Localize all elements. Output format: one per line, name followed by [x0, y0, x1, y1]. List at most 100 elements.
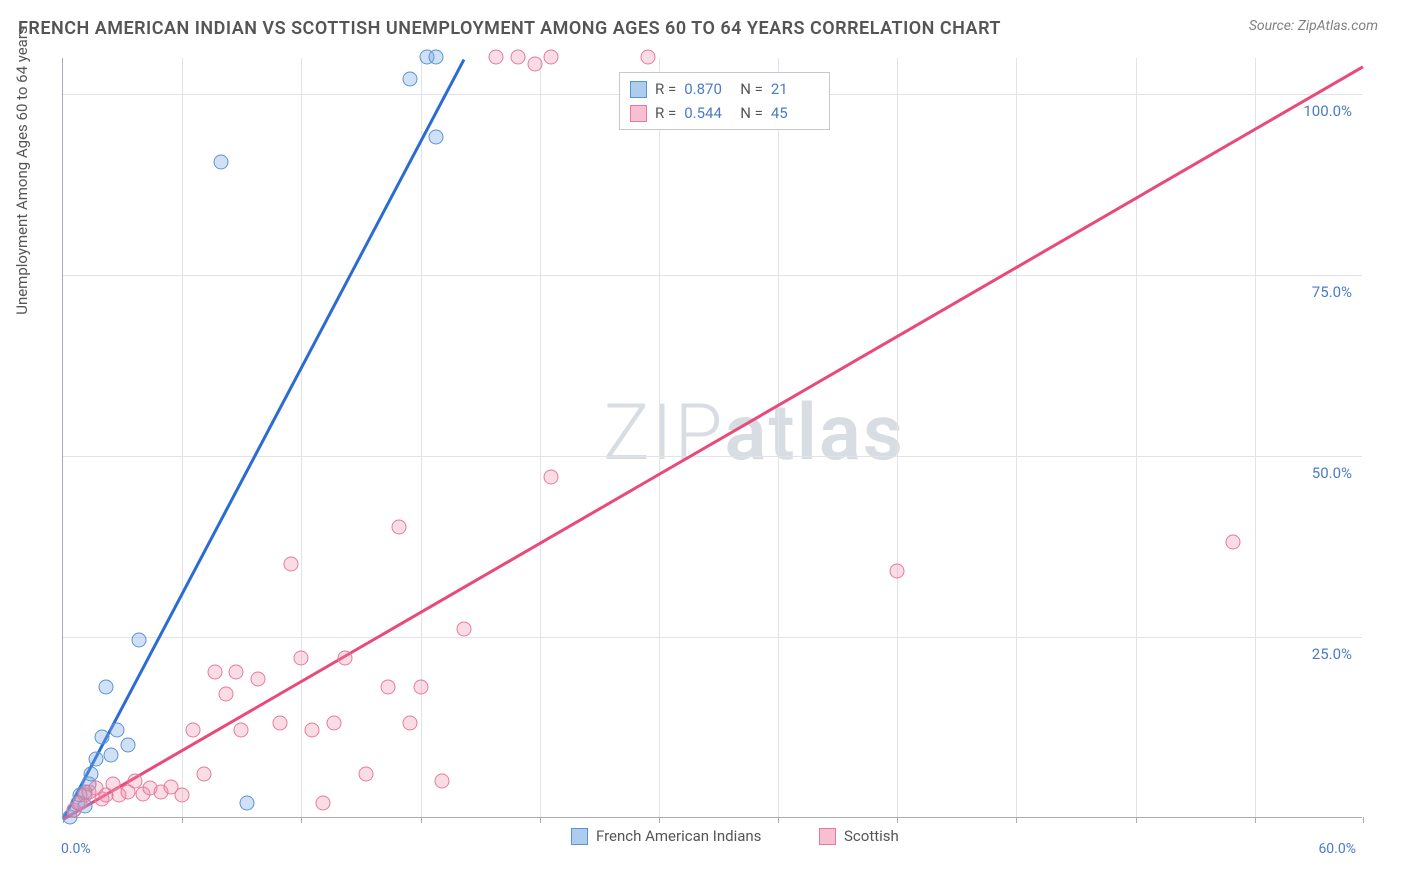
data-point	[543, 469, 558, 484]
data-point	[233, 723, 248, 738]
stats-row: R = 0.544 N = 45	[630, 101, 819, 125]
data-point	[272, 715, 287, 730]
data-point	[283, 556, 298, 571]
gridline-v	[301, 58, 302, 817]
x-tick	[659, 817, 660, 823]
data-point	[207, 665, 222, 680]
stat-key: R =	[655, 80, 676, 98]
x-tick	[897, 817, 898, 823]
data-point	[402, 71, 417, 86]
data-point	[95, 730, 110, 745]
data-point	[218, 686, 233, 701]
data-point	[543, 50, 558, 65]
data-point	[240, 795, 255, 810]
gridline-v	[897, 58, 898, 817]
y-axis-title: Unemployment Among Ages 60 to 64 years	[13, 26, 31, 314]
data-point	[88, 752, 103, 767]
stats-row: R = 0.870 N = 21	[630, 77, 819, 101]
data-point	[528, 57, 543, 72]
watermark: ZIPatlas	[603, 388, 905, 479]
gridline-v	[540, 58, 541, 817]
x-tick	[421, 817, 422, 823]
data-point	[456, 621, 471, 636]
data-point	[294, 650, 309, 665]
stat-r-value: 0.544	[684, 104, 732, 122]
legend-swatch	[571, 828, 588, 845]
data-point	[103, 748, 118, 763]
gridline-h	[63, 456, 1362, 457]
trend-line	[62, 65, 1363, 820]
x-tick	[1255, 817, 1256, 823]
data-point	[196, 766, 211, 781]
data-point	[428, 129, 443, 144]
gridline-h	[63, 275, 1362, 276]
data-point	[316, 795, 331, 810]
stat-key: N =	[740, 104, 763, 122]
x-tick	[182, 817, 183, 823]
x-tick	[301, 817, 302, 823]
data-point	[413, 679, 428, 694]
data-point	[1226, 534, 1241, 549]
data-point	[110, 723, 125, 738]
data-point	[251, 672, 266, 687]
x-tick	[540, 817, 541, 823]
data-point	[99, 679, 114, 694]
stats-box: R = 0.870 N = 21 R = 0.544 N = 45	[619, 72, 830, 130]
gridline-v	[182, 58, 183, 817]
x-tick	[1016, 817, 1017, 823]
legend-label: French American Indians	[596, 827, 761, 845]
x-tick-label: 60.0%	[1318, 841, 1356, 857]
legend-item: Scottish	[819, 827, 899, 845]
legend-label: Scottish	[844, 827, 899, 845]
data-point	[229, 665, 244, 680]
data-point	[489, 50, 504, 65]
data-point	[84, 766, 99, 781]
data-point	[131, 632, 146, 647]
plot-area: ZIPatlas 25.0%50.0%75.0%100.0%0.0%60.0%R…	[62, 58, 1362, 818]
source-credit: Source: ZipAtlas.com	[1249, 18, 1378, 34]
legend-swatch	[630, 105, 647, 122]
gridline-v	[1136, 58, 1137, 817]
data-point	[428, 50, 443, 65]
x-tick	[778, 817, 779, 823]
legend-swatch	[819, 828, 836, 845]
data-point	[337, 650, 352, 665]
data-point	[511, 50, 526, 65]
data-point	[121, 737, 136, 752]
stat-key: R =	[655, 104, 676, 122]
y-tick-label: 50.0%	[1312, 464, 1352, 482]
data-point	[305, 723, 320, 738]
legend-item: French American Indians	[571, 827, 761, 845]
gridline-v	[421, 58, 422, 817]
legend-swatch	[630, 81, 647, 98]
stat-key: N =	[740, 80, 763, 98]
gridline-v	[778, 58, 779, 817]
gridline-v	[659, 58, 660, 817]
gridline-v	[1016, 58, 1017, 817]
data-point	[391, 520, 406, 535]
y-tick-label: 25.0%	[1312, 645, 1352, 663]
y-tick-label: 75.0%	[1312, 283, 1352, 301]
stat-r-value: 0.870	[684, 80, 732, 98]
data-point	[175, 788, 190, 803]
data-point	[890, 563, 905, 578]
correlation-chart: Unemployment Among Ages 60 to 64 years Z…	[40, 50, 1380, 850]
stat-n-value: 21	[771, 80, 819, 98]
x-tick	[1136, 817, 1137, 823]
data-point	[381, 679, 396, 694]
x-tick	[1363, 817, 1364, 823]
page-title: FRENCH AMERICAN INDIAN VS SCOTTISH UNEMP…	[18, 18, 1001, 39]
trend-line	[62, 59, 465, 820]
y-tick-label: 100.0%	[1303, 102, 1352, 120]
gridline-h	[63, 637, 1362, 638]
data-point	[326, 715, 341, 730]
data-point	[359, 766, 374, 781]
data-point	[641, 50, 656, 65]
x-tick-label: 0.0%	[61, 841, 91, 857]
data-point	[214, 154, 229, 169]
stat-n-value: 45	[771, 104, 819, 122]
data-point	[186, 723, 201, 738]
data-point	[435, 773, 450, 788]
gridline-v	[1255, 58, 1256, 817]
data-point	[402, 715, 417, 730]
